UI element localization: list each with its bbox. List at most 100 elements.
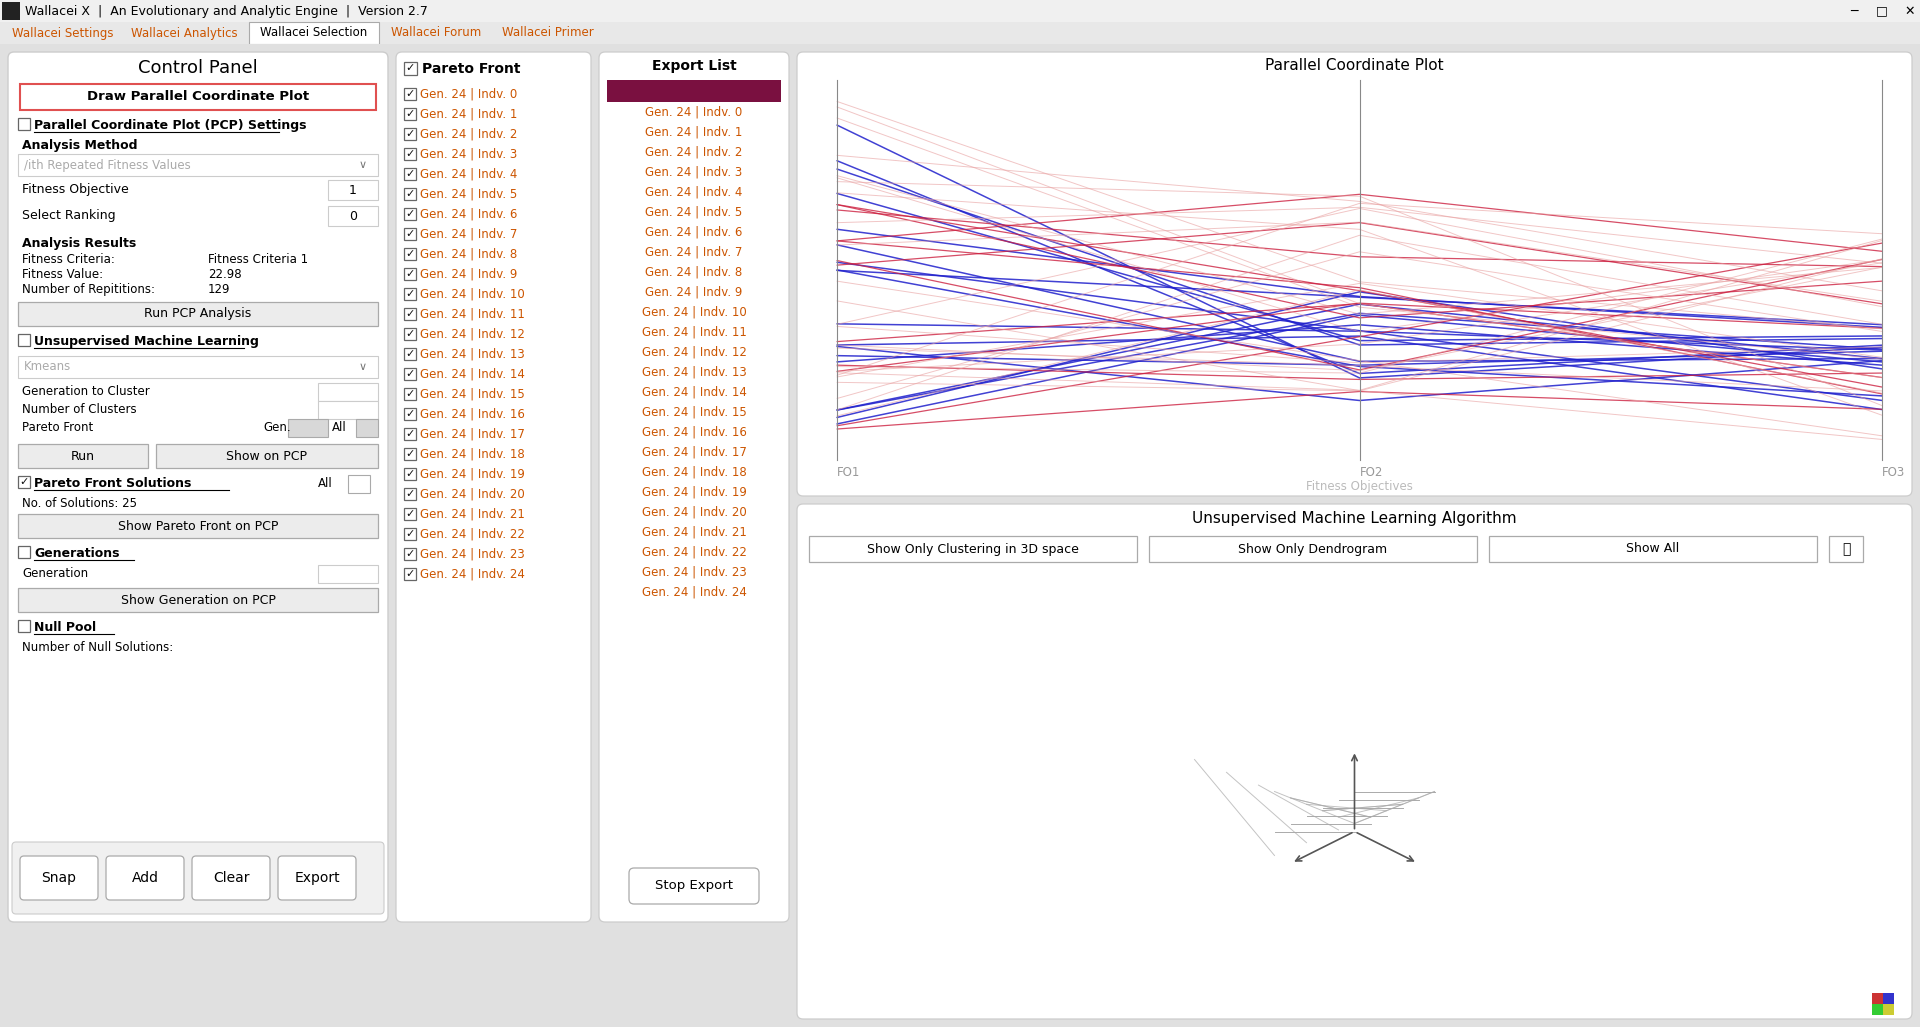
Text: Gen. 24 | Indv. 21: Gen. 24 | Indv. 21 [420, 508, 524, 521]
Text: Gen. 24 | Indv. 6: Gen. 24 | Indv. 6 [420, 208, 516, 221]
Bar [17, 334, 31, 346]
Text: Wallacei Selection: Wallacei Selection [261, 27, 367, 39]
Text: Gen. 24 | Indv. 8: Gen. 24 | Indv. 8 [645, 266, 743, 279]
FancyBboxPatch shape [797, 504, 1912, 1019]
Text: Wallacei Forum: Wallacei Forum [392, 27, 482, 39]
Text: Snap: Snap [42, 871, 77, 885]
Text: Control Panel: Control Panel [138, 59, 257, 77]
Bar [403, 188, 417, 200]
Bar [348, 476, 371, 493]
Text: Gen. 24 | Indv. 9: Gen. 24 | Indv. 9 [645, 286, 743, 299]
Bar [123, 22, 248, 44]
Bar [1872, 993, 1884, 1004]
Text: Gen. 24 | Indv. 23: Gen. 24 | Indv. 23 [641, 566, 747, 579]
Text: ✓: ✓ [405, 469, 415, 479]
Text: ✓: ✓ [405, 349, 415, 359]
Bar [403, 488, 417, 500]
Text: Run: Run [71, 450, 94, 462]
Text: Gen. 24 | Indv. 1: Gen. 24 | Indv. 1 [420, 108, 516, 121]
Text: Gen. 24 | Indv. 4: Gen. 24 | Indv. 4 [420, 168, 516, 181]
Bar [403, 128, 417, 140]
FancyBboxPatch shape [630, 868, 758, 904]
Text: ✓: ✓ [19, 477, 29, 487]
Bar [403, 288, 417, 300]
Text: Gen. 24 | Indv. 21: Gen. 24 | Indv. 21 [641, 526, 747, 539]
Text: Generations: Generations [35, 547, 119, 560]
Bar [403, 168, 417, 180]
Text: ✓: ✓ [405, 569, 415, 579]
Text: Gen. 24 | Indv. 15: Gen. 24 | Indv. 15 [641, 406, 747, 419]
Text: FO3: FO3 [1882, 466, 1905, 479]
Text: Gen. 24 | Indv. 10: Gen. 24 | Indv. 10 [420, 288, 524, 301]
Text: Number of Repititions:: Number of Repititions: [21, 283, 156, 296]
Text: Gen. 24 | Indv. 13: Gen. 24 | Indv. 13 [420, 348, 524, 362]
Text: Gen. 24 | Indv. 13: Gen. 24 | Indv. 13 [641, 366, 747, 379]
Text: ✓: ✓ [405, 289, 415, 299]
Text: Gen. 24 | Indv. 18: Gen. 24 | Indv. 18 [641, 466, 747, 479]
Bar [403, 428, 417, 440]
Text: ✓: ✓ [405, 329, 415, 339]
Bar [17, 588, 378, 612]
Text: Gen. 24 | Indv. 22: Gen. 24 | Indv. 22 [641, 546, 747, 559]
Text: Gen. 24 | Indv. 5: Gen. 24 | Indv. 5 [420, 188, 516, 201]
Bar [403, 208, 417, 220]
Text: ✓: ✓ [405, 149, 415, 159]
Text: Gen. 24 | Indv. 17: Gen. 24 | Indv. 17 [641, 446, 747, 459]
Text: ✓: ✓ [405, 489, 415, 499]
Text: ✓: ✓ [405, 309, 415, 319]
Bar [319, 401, 378, 419]
Text: Gen. 24 | Indv. 1: Gen. 24 | Indv. 1 [645, 126, 743, 139]
Text: Show Generation on PCP: Show Generation on PCP [121, 594, 275, 607]
FancyBboxPatch shape [278, 855, 355, 900]
Bar [403, 528, 417, 540]
Bar [1884, 1004, 1893, 1015]
Bar [403, 108, 417, 120]
Text: Add: Add [131, 871, 159, 885]
Text: Generation to Cluster: Generation to Cluster [21, 385, 150, 398]
Bar [17, 546, 31, 558]
Bar [0, 22, 1920, 44]
Text: ✓: ✓ [405, 529, 415, 539]
Text: Pareto Front: Pareto Front [21, 421, 94, 434]
Bar [1148, 536, 1476, 562]
Text: □: □ [1876, 4, 1887, 17]
Text: FO1: FO1 [837, 466, 860, 479]
Text: Gen. 24 | Indv. 12: Gen. 24 | Indv. 12 [420, 328, 524, 341]
Text: Select Ranking: Select Ranking [21, 210, 115, 222]
FancyBboxPatch shape [396, 52, 591, 922]
Bar [288, 419, 328, 438]
Bar [403, 368, 417, 380]
Bar [1884, 993, 1893, 1004]
Text: Gen. 24 | Indv. 9: Gen. 24 | Indv. 9 [420, 268, 516, 281]
Text: Parallel Coordinate Plot (PCP) Settings: Parallel Coordinate Plot (PCP) Settings [35, 119, 307, 132]
Bar [319, 565, 378, 583]
Bar [403, 408, 417, 420]
Bar [380, 22, 492, 44]
Text: Gen. 24 | Indv. 16: Gen. 24 | Indv. 16 [420, 408, 524, 421]
Text: 22.98: 22.98 [207, 268, 242, 281]
Bar [19, 84, 376, 110]
Text: ✓: ✓ [405, 169, 415, 179]
Bar [403, 568, 417, 580]
Bar [1490, 536, 1816, 562]
Text: ✓: ✓ [405, 429, 415, 439]
Bar [6, 22, 119, 44]
Bar [250, 22, 378, 44]
Text: ✓: ✓ [405, 449, 415, 459]
Text: ✕: ✕ [1905, 4, 1916, 17]
Text: Export: Export [294, 871, 340, 885]
Text: Wallacei Settings: Wallacei Settings [12, 27, 113, 39]
Bar [403, 348, 417, 360]
Text: ✓: ✓ [405, 249, 415, 259]
Text: Analysis Results: Analysis Results [21, 237, 136, 250]
Text: Analysis Method: Analysis Method [21, 139, 138, 152]
Text: Gen. 24 | Indv. 10: Gen. 24 | Indv. 10 [641, 306, 747, 319]
Bar [493, 22, 603, 44]
Text: Number of Null Solutions:: Number of Null Solutions: [21, 641, 173, 654]
Text: ✓: ✓ [405, 389, 415, 400]
Text: Fitness Objective: Fitness Objective [21, 183, 129, 196]
Bar [17, 356, 378, 378]
Bar [1830, 536, 1862, 562]
Bar [319, 383, 378, 401]
Bar [403, 448, 417, 460]
